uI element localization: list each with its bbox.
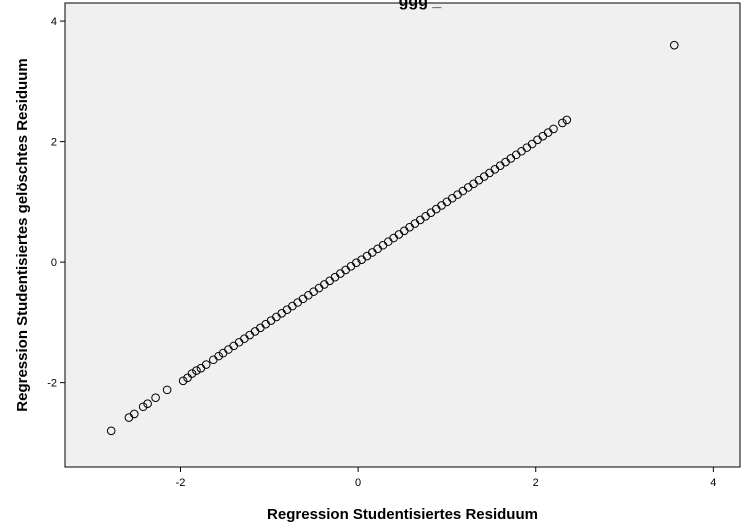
data-point [214,351,223,361]
x-axis: -2 0 2 4 [176,467,716,489]
y-tick-label: 0 [51,257,57,269]
data-point [558,118,567,128]
y-tick-label: 4 [51,16,57,28]
x-tick-label: 2 [533,477,539,489]
data-point [138,402,148,412]
x-tick-label: 0 [355,477,361,489]
data-point [669,40,679,50]
data-point [527,139,537,149]
data-point [162,385,172,395]
data-point [201,360,211,369]
data-point [562,115,572,125]
data-point [192,366,201,375]
data-point [151,393,160,403]
data-point [549,124,558,134]
data-point [352,258,361,268]
data-point [143,399,152,409]
data-point [129,409,139,419]
data-point [178,376,188,386]
data-point [106,426,116,436]
data-points [106,40,679,436]
x-tick-label: 4 [710,477,716,489]
y-tick-label: -2 [47,378,57,390]
y-axis: -2 0 2 4 [47,16,65,390]
y-tick-label: 2 [51,137,57,149]
data-point [187,369,197,378]
chart-title: ggg _ [399,0,443,10]
x-tick-label: -2 [176,477,186,489]
y-axis-label: Regression Studentisiertes gelöschtes Re… [14,58,31,411]
x-axis-label: Regression Studentisiertes Residuum [267,506,538,523]
